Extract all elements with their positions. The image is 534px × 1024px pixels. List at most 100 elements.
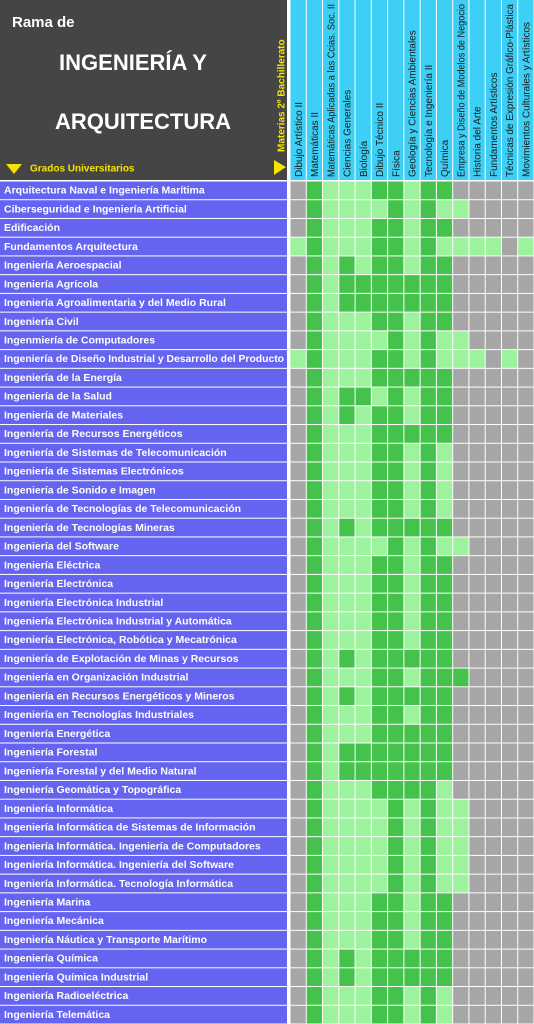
cell (306, 949, 323, 968)
column-label: Física (391, 150, 402, 177)
cell (469, 949, 485, 968)
cell (355, 406, 371, 425)
cell (371, 350, 388, 368)
cell (485, 668, 501, 687)
cell (339, 293, 355, 312)
row-header (0, 762, 287, 780)
cell (404, 593, 420, 612)
cell (518, 574, 534, 593)
cell (501, 762, 518, 780)
cell (388, 855, 404, 874)
cell (290, 649, 306, 668)
cell (306, 724, 323, 743)
cell (355, 218, 371, 237)
cell (388, 462, 404, 481)
cell (323, 593, 339, 612)
cell (518, 855, 534, 874)
cell (436, 518, 453, 537)
row-header (0, 780, 287, 799)
column-label: Movimientos Culturales y Artísticos (522, 22, 533, 177)
cell (339, 631, 355, 649)
cell (453, 818, 469, 837)
cell (371, 687, 388, 706)
cell (306, 762, 323, 780)
cell (404, 406, 420, 425)
cell (485, 200, 501, 218)
row-label: Arquitectura Naval e Ingeniería Marítima (4, 185, 205, 197)
cell (388, 368, 404, 387)
cell (518, 350, 534, 368)
cell (404, 780, 420, 799)
cell (469, 256, 485, 275)
cell (339, 743, 355, 762)
cell (469, 368, 485, 387)
cell (453, 556, 469, 574)
cell (485, 930, 501, 949)
cell (355, 387, 371, 406)
cell (339, 312, 355, 331)
row-label: Ingeniería en Recursos Energéticos y Min… (4, 690, 235, 702)
cell (469, 687, 485, 706)
row-label: Edificación (4, 222, 60, 234)
cell (420, 499, 436, 518)
cell (485, 481, 501, 499)
cell (420, 949, 436, 968)
cell (404, 818, 420, 837)
cell (290, 780, 306, 799)
header-panel (0, 0, 287, 180)
cell (518, 762, 534, 780)
cell (485, 687, 501, 706)
row-header (0, 425, 287, 443)
cell (339, 668, 355, 687)
cell (501, 331, 518, 350)
cell (469, 387, 485, 406)
cell (485, 406, 501, 425)
cell (323, 518, 339, 537)
cell (306, 331, 323, 350)
row-header (0, 724, 287, 743)
cell (323, 706, 339, 724)
cell (306, 649, 323, 668)
cell (323, 930, 339, 949)
cell (485, 443, 501, 462)
cell (290, 930, 306, 949)
cell (420, 724, 436, 743)
cell (323, 968, 339, 987)
cell (436, 612, 453, 631)
cell (306, 181, 323, 200)
cell (501, 968, 518, 987)
cell (436, 181, 453, 200)
cell (469, 537, 485, 556)
cell (404, 462, 420, 481)
cell (355, 762, 371, 780)
cell (469, 481, 485, 499)
cell (290, 724, 306, 743)
cell (453, 930, 469, 949)
cell (518, 200, 534, 218)
cell (290, 762, 306, 780)
cell (355, 949, 371, 968)
cell (420, 200, 436, 218)
cell (306, 537, 323, 556)
cell (339, 987, 355, 1005)
cell (290, 556, 306, 574)
column-header (306, 0, 323, 180)
cell (518, 949, 534, 968)
cell (420, 706, 436, 724)
cell (323, 537, 339, 556)
cell (323, 181, 339, 200)
cell (453, 425, 469, 443)
cell (339, 218, 355, 237)
cell (323, 275, 339, 293)
cell (501, 574, 518, 593)
cell (485, 949, 501, 968)
row-label: Ingeniería Electrónica (4, 578, 113, 590)
cell (453, 256, 469, 275)
columns-arrow (274, 160, 286, 175)
cell (388, 237, 404, 256)
cell (371, 406, 388, 425)
cell (518, 537, 534, 556)
cell (453, 949, 469, 968)
cell (323, 368, 339, 387)
cell (323, 724, 339, 743)
